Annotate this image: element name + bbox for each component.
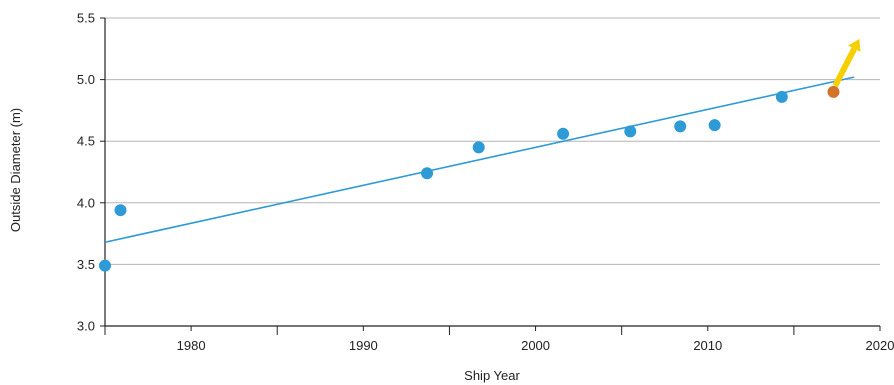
- trendline-group: [104, 76, 855, 244]
- y-tick-label: 4.5: [77, 134, 95, 149]
- y-tick-labels: 3.0 3.5 4.0 4.5 5.0 5.5: [77, 11, 95, 334]
- data-point: [421, 167, 434, 180]
- y-tick-label: 5.5: [77, 11, 95, 26]
- y-axis-title: Outside Diameter (m): [8, 108, 23, 232]
- data-point: [99, 259, 111, 272]
- data-point: [624, 125, 637, 138]
- arrow-shaft: [832, 47, 857, 88]
- data-point: [472, 141, 485, 154]
- x-axis-title: Ship Year: [464, 368, 520, 383]
- gridlines: [105, 17, 880, 265]
- x-tick-labels: 1980 1990 2000 2010 2020: [177, 338, 894, 353]
- x-tick-label: 2010: [693, 338, 722, 353]
- x-tick-label: 2000: [521, 338, 550, 353]
- y-tick-label: 3.5: [77, 257, 95, 272]
- y-tick-label: 3.0: [77, 319, 95, 334]
- y-tick-label: 5.0: [77, 72, 95, 87]
- data-point: [775, 90, 788, 103]
- x-tick-label: 2020: [866, 338, 894, 353]
- data-point: [557, 127, 570, 140]
- x-tick-label: 1980: [177, 338, 206, 353]
- arrow-head: [848, 38, 861, 52]
- axes: [100, 17, 881, 335]
- highlight-data-point: [827, 85, 840, 98]
- arrow-group: [832, 38, 861, 88]
- data-point: [114, 204, 127, 217]
- trendline: [104, 76, 855, 244]
- x-tick-label: 1990: [349, 338, 378, 353]
- data-points: [99, 85, 840, 272]
- data-point: [674, 120, 687, 133]
- data-point: [708, 119, 721, 132]
- y-tick-label: 4.0: [77, 195, 95, 210]
